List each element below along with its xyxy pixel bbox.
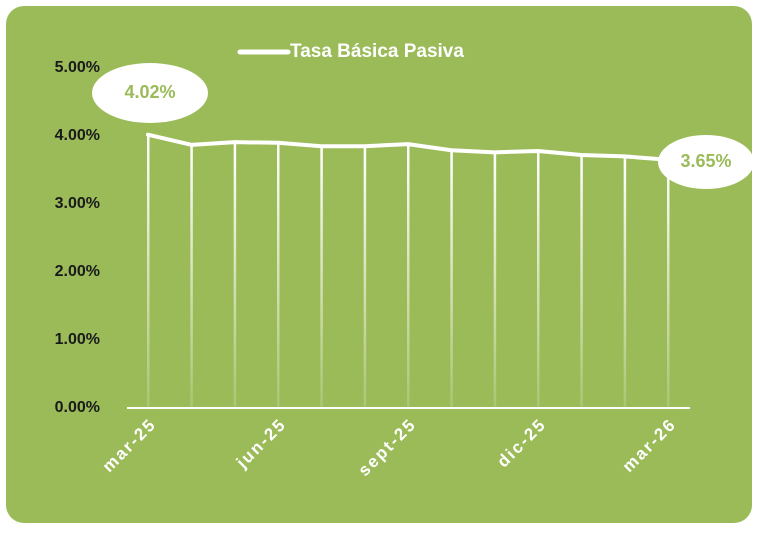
drop-line bbox=[233, 142, 237, 408]
drop-line bbox=[277, 142, 280, 409]
data-label: 3.65% bbox=[680, 151, 731, 171]
drop-line bbox=[623, 156, 627, 408]
drop-line bbox=[147, 134, 150, 408]
data-label-bubble bbox=[92, 63, 208, 123]
drop-line bbox=[407, 144, 410, 408]
y-tick-label: 0.00% bbox=[55, 399, 100, 416]
drop-line bbox=[493, 152, 497, 408]
drop-line bbox=[537, 150, 540, 408]
drop-line bbox=[580, 155, 583, 408]
y-tick-label: 1.00% bbox=[55, 331, 100, 348]
y-tick-label: 2.00% bbox=[55, 263, 100, 280]
line bbox=[146, 132, 670, 162]
drop-line bbox=[450, 150, 453, 408]
drop-line bbox=[320, 146, 323, 408]
y-tick-label: 5.00% bbox=[55, 59, 100, 76]
legend-label: Tasa Básica Pasiva bbox=[290, 41, 464, 62]
y-tick-label: 4.00% bbox=[55, 127, 100, 144]
drop-line bbox=[667, 159, 670, 408]
y-tick-label: 3.00% bbox=[55, 195, 100, 212]
data-label: 4.02% bbox=[124, 82, 175, 102]
drop-line bbox=[363, 146, 367, 408]
data-label-bubble bbox=[658, 135, 754, 189]
drop-line bbox=[190, 144, 193, 408]
